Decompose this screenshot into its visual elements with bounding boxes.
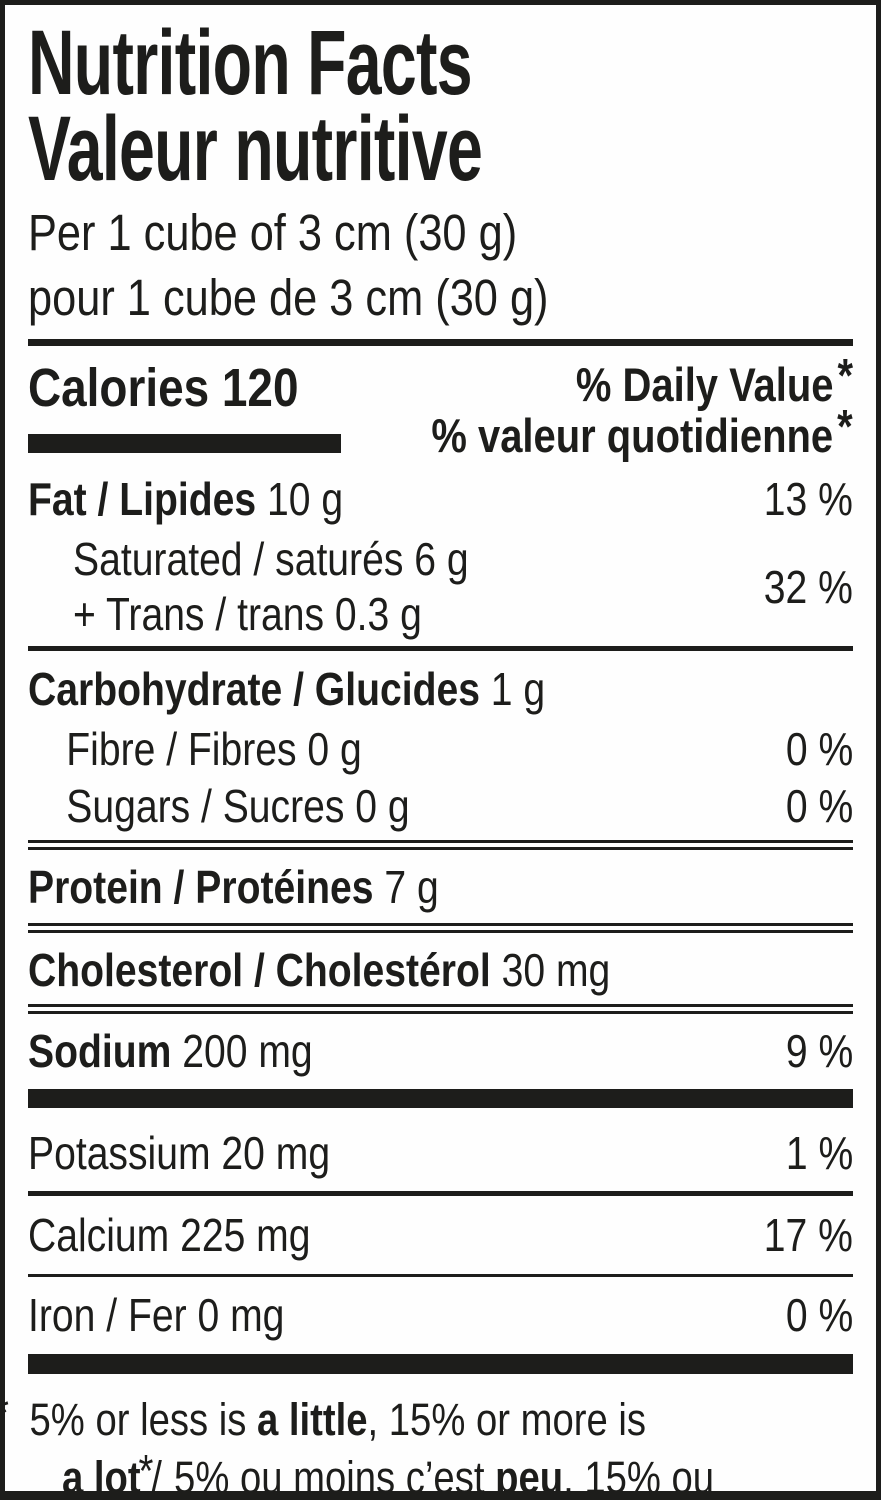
divider-heavy <box>28 1354 853 1375</box>
nutrient-row-saturated-trans: Saturated / saturés 6 g + Trans / trans … <box>28 536 853 637</box>
calories-daily-value-row: Calories 120 % Daily Value* % valeur quo… <box>28 348 853 463</box>
daily-value-header-english: % Daily Value* <box>575 348 853 412</box>
divider-heavy <box>28 1089 853 1109</box>
nutrient-row-potassium: Potassium 20 mg 1 % <box>28 1130 853 1176</box>
divider <box>28 1274 853 1278</box>
nutrient-name: Protein / Protéines <box>28 861 374 914</box>
serving-size-english: Per 1 cube of 3 cm (30 g) <box>28 204 518 262</box>
daily-value-percent: 13 % <box>763 473 853 526</box>
daily-value-percent: 17 % <box>763 1209 853 1262</box>
daily-value-header-french: % valeur quotidienne* <box>431 399 853 463</box>
nutrient-amount: 7 g <box>373 861 439 914</box>
nutrient-row-protein: Protein / Protéines 7 g <box>28 864 853 910</box>
nutrient-row-iron: Iron / Fer 0 mg 0 % <box>28 1292 853 1338</box>
nutrient-line: Iron / Fer 0 mg <box>28 1289 285 1342</box>
daily-value-percent: 0 % <box>785 780 853 833</box>
nutrient-line: Sugars / Sucres 0 g <box>66 780 410 833</box>
nutrient-amount: 200 mg <box>171 1025 313 1078</box>
saturated-trans-lines: Saturated / saturés 6 g + Trans / trans … <box>28 536 538 637</box>
divider-double <box>28 840 853 851</box>
daily-value-header: % Daily Value* % valeur quotidienne* <box>357 348 853 463</box>
nutrient-row-carbohydrate: Carbohydrate / Glucides 1 g <box>28 666 853 712</box>
divider-header <box>28 339 853 347</box>
nutrient-line: Potassium 20 mg <box>28 1127 331 1180</box>
nutrient-row-sugars: Sugars / Sucres 0 g 0 % <box>28 783 853 829</box>
nutrient-line: Calcium 225 mg <box>28 1209 311 1262</box>
nutrient-amount: 1 g <box>479 663 546 716</box>
nutrient-line-trans: + Trans / trans 0.3 g <box>73 588 422 641</box>
nutrient-line-saturated: Saturated / saturés 6 g <box>73 533 469 586</box>
daily-value-percent: 9 % <box>785 1025 853 1078</box>
nutrient-row-cholesterol: Cholesterol / Cholestérol 30 mg <box>28 947 853 993</box>
nutrient-name: Fat / Lipides <box>28 473 257 526</box>
divider <box>28 1191 853 1197</box>
title-french: Valeur nutritive <box>28 97 483 200</box>
nutrient-name: Carbohydrate / Glucides <box>28 663 480 716</box>
asterisk: * <box>837 399 853 453</box>
nutrient-amount: 10 g <box>256 473 344 526</box>
nutrient-row-calcium: Calcium 225 mg 17 % <box>28 1212 853 1258</box>
footnote-text: *5% or less is a little, 15% or more isa… <box>5 1388 715 1500</box>
daily-value-percent: 0 % <box>785 1289 853 1342</box>
footnote: *5% or less is a little, 15% or more isa… <box>5 1388 853 1491</box>
nutrient-row-sodium: Sodium 200 mg 9 % <box>28 1028 853 1074</box>
divider <box>28 646 853 652</box>
serving-size-french: pour 1 cube de 3 cm (30 g) <box>28 269 549 327</box>
nutrient-name: Sodium <box>28 1025 172 1078</box>
nutrient-amount: 30 mg <box>490 944 611 997</box>
divider-double <box>28 923 853 934</box>
nutrient-line: Fibre / Fibres 0 g <box>66 723 362 776</box>
calories-underbar <box>28 434 341 454</box>
daily-value-percent: 0 % <box>785 723 853 776</box>
asterisk: * <box>837 348 853 402</box>
title-english: Nutrition Facts <box>28 12 473 114</box>
nutrient-row-fat: Fat / Lipides 10 g 13 % <box>28 476 853 522</box>
nutrient-name: Cholesterol / Cholestérol <box>28 944 491 997</box>
daily-value-percent: 1 % <box>785 1127 853 1180</box>
daily-value-percent: 32 % <box>763 560 853 613</box>
calories-label: Calories <box>28 358 210 419</box>
calories: Calories 120 <box>28 361 346 415</box>
nutrient-row-fibre: Fibre / Fibres 0 g 0 % <box>28 726 853 772</box>
divider-double <box>28 1004 853 1015</box>
calories-block: Calories 120 <box>28 361 346 454</box>
calories-value: 120 <box>221 358 299 419</box>
